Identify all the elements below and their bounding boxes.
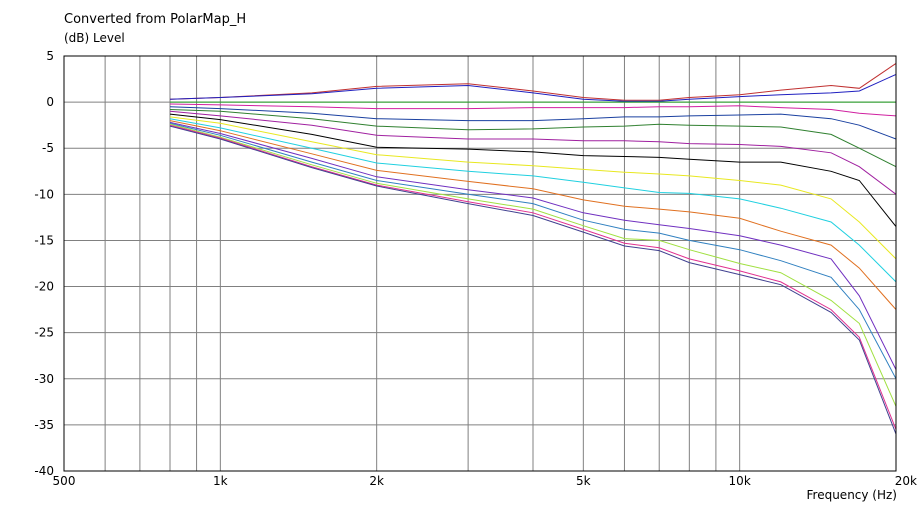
plot-frame — [63, 55, 897, 472]
series-line-6 — [169, 109, 897, 168]
x-tick-label: 1k — [213, 474, 228, 488]
series-line-7 — [169, 110, 897, 195]
series-line-11 — [169, 120, 897, 310]
x-tick-label: 20k — [895, 474, 917, 488]
y-tick-label: -5 — [42, 141, 54, 155]
x-tick-label: 2k — [369, 474, 384, 488]
y-tick-label: -30 — [34, 372, 54, 386]
y-tick-label: -35 — [34, 418, 54, 432]
series-line-12 — [169, 121, 897, 370]
y-tick-label: 0 — [46, 95, 54, 109]
series-line-4 — [169, 103, 897, 117]
x-tick-label: 5k — [576, 474, 591, 488]
series-line-1 — [169, 62, 897, 101]
grid — [64, 55, 896, 472]
chart-title: Converted from PolarMap_H — [64, 12, 247, 27]
y-tick-label: -15 — [34, 233, 54, 247]
y-tick-label: -10 — [34, 187, 54, 201]
y-tick-label: 5 — [46, 49, 54, 63]
y-tick-labels: 5 0 -5 -10 -15 -20 -25 -30 -35 -40 — [34, 49, 54, 478]
x-axis-label: Frequency (Hz) — [806, 488, 898, 502]
x-tick-label: 500 — [53, 474, 76, 488]
series-line-15 — [169, 124, 897, 430]
series-line-2 — [169, 73, 897, 102]
series-line-8 — [169, 113, 897, 227]
series-line-5 — [169, 106, 897, 140]
y-tick-label: -25 — [34, 326, 54, 340]
y-tick-label: -40 — [34, 464, 54, 478]
x-tick-labels: 500 1k 2k 5k 10k 20k — [53, 474, 918, 488]
series-group — [169, 62, 897, 435]
x-tick-label: 10k — [729, 474, 751, 488]
series-line-16 — [169, 125, 897, 435]
series-line-10 — [169, 118, 897, 283]
y-tick-label: -20 — [34, 280, 54, 294]
series-line-14 — [169, 123, 897, 407]
series-line-9 — [169, 116, 897, 260]
y-axis-label: (dB) Level — [64, 31, 125, 45]
series-line-13 — [169, 122, 897, 380]
